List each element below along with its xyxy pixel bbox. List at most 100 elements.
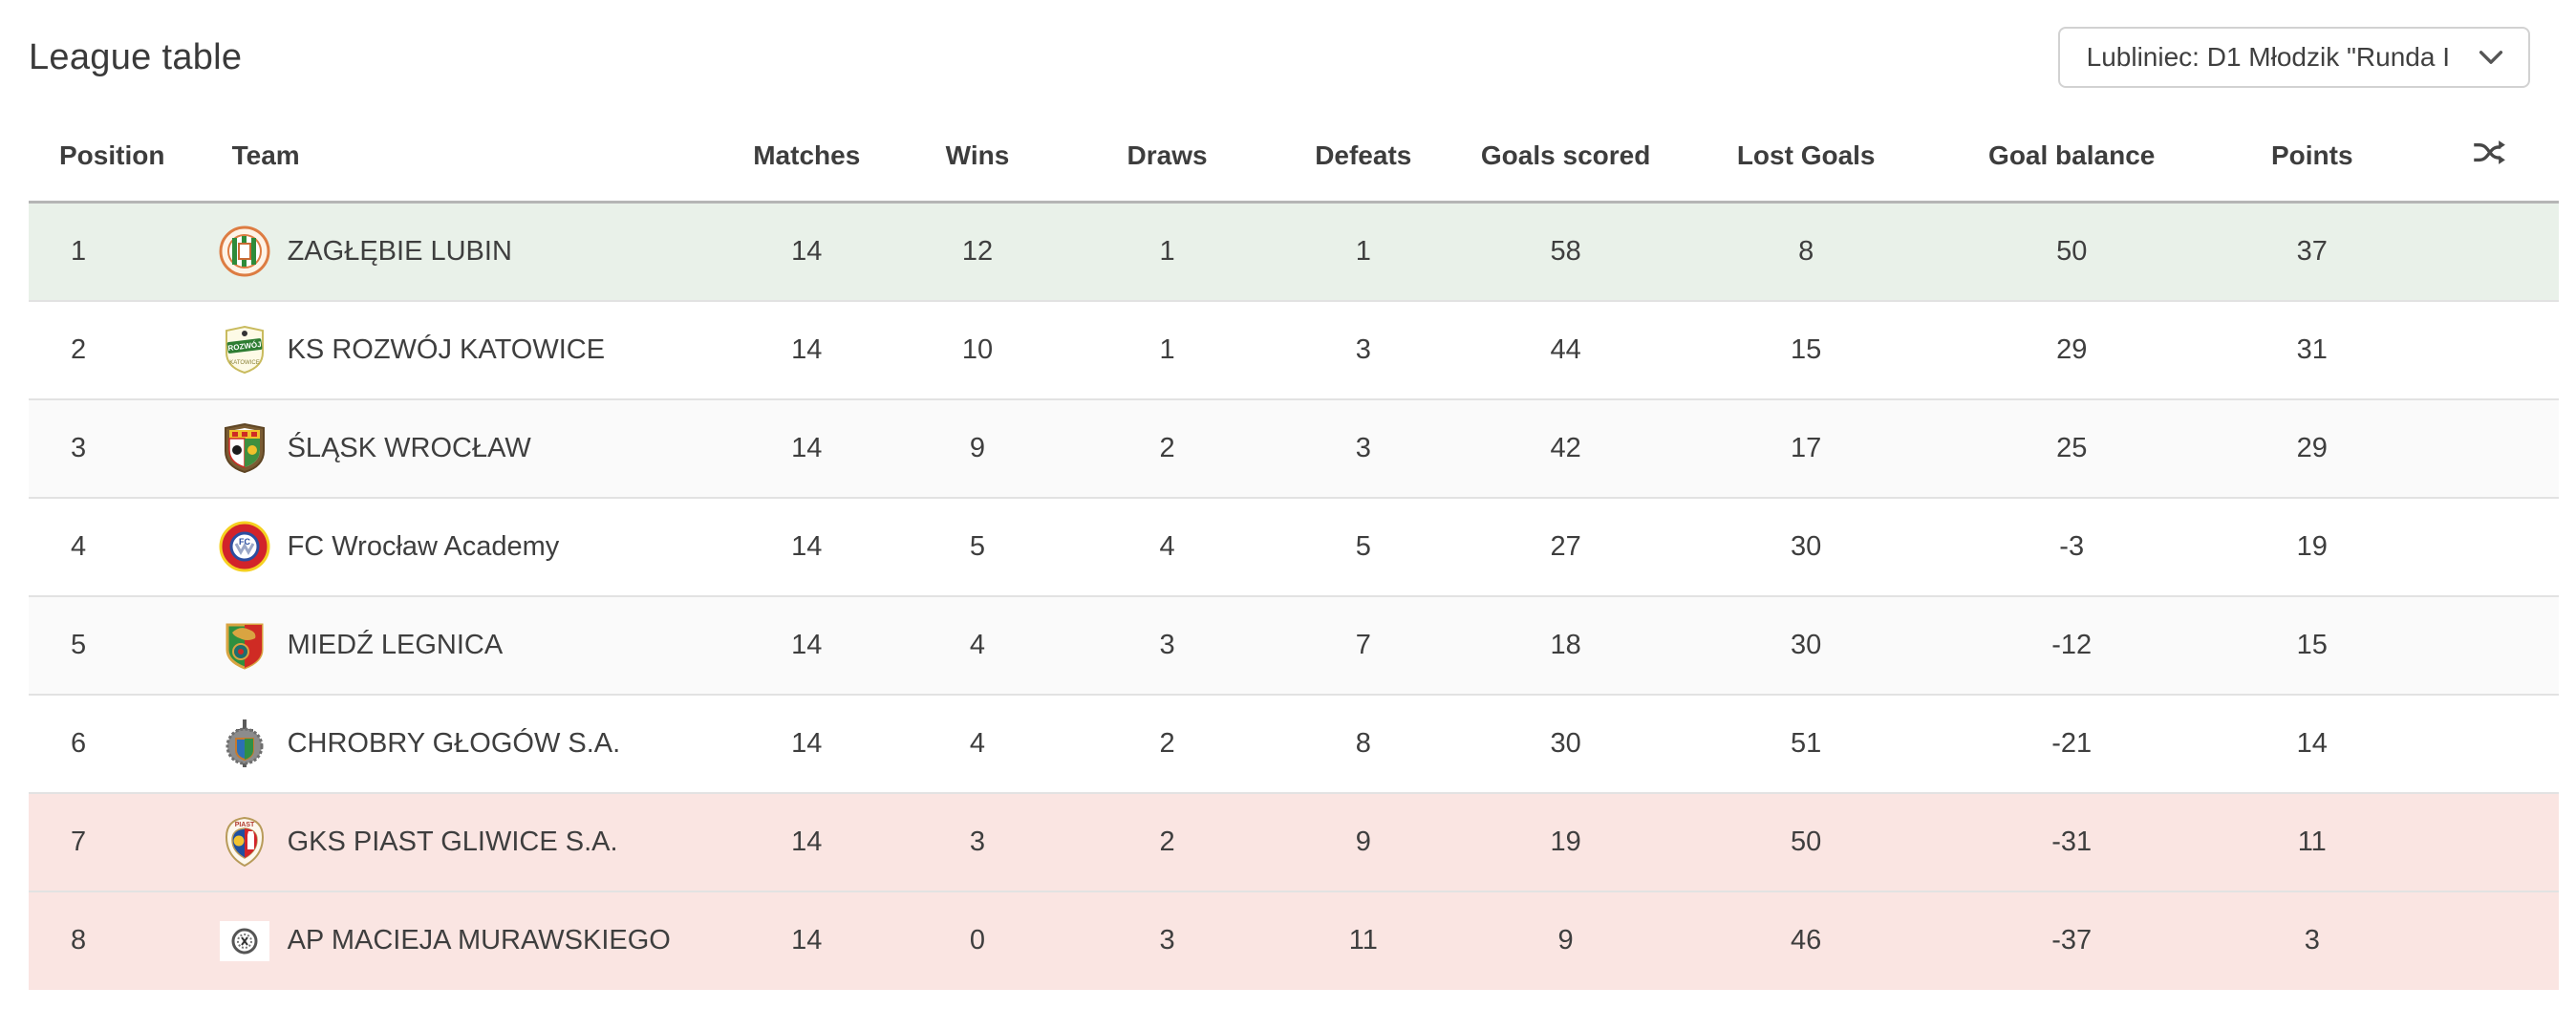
shuffle-icon[interactable] — [2419, 113, 2559, 204]
empty-cell — [2419, 693, 2559, 793]
defeats-cell: 7 — [1268, 594, 1459, 695]
goals-scored-cell: 27 — [1458, 496, 1674, 596]
table-row: 6 CHROBRY GŁOGÓW S.A. 14 4 2 8 30 51 -21… — [29, 693, 2559, 793]
team-cell[interactable]: FC FC Wrocław Academy — [218, 496, 725, 596]
team-logo-miedz-legnica — [219, 619, 270, 671]
column-header-lost-goals: Lost Goals — [1673, 113, 1940, 204]
wins-cell: 12 — [889, 202, 1066, 301]
team-name: CHROBRY GŁOGÓW S.A. — [287, 727, 621, 759]
empty-cell — [2419, 594, 2559, 695]
svg-text:KATOWICE: KATOWICE — [229, 360, 259, 366]
defeats-cell: 1 — [1268, 202, 1459, 301]
matches-cell: 14 — [724, 202, 890, 301]
lost-goals-cell: 50 — [1673, 791, 1940, 891]
points-cell: 3 — [2204, 890, 2420, 990]
team-logo-slask-wroclaw — [219, 422, 270, 474]
points-cell: 11 — [2204, 791, 2420, 891]
goal-balance-cell: -21 — [1939, 693, 2205, 793]
wins-cell: 0 — [889, 890, 1066, 990]
league-table: Position Team Matches Wins Draws Defeats… — [29, 113, 2559, 990]
position-cell: 8 — [29, 890, 219, 990]
team-name: AP MACIEJA MURAWSKIEGO — [287, 925, 671, 955]
column-header-position: Position — [29, 113, 219, 204]
column-header-points: Points — [2204, 113, 2420, 204]
points-cell: 37 — [2204, 202, 2420, 301]
goals-scored-cell: 9 — [1458, 890, 1674, 990]
table-row: 1 ZAGŁĘBIE LUBIN 14 12 1 1 58 8 50 37 — [29, 202, 2559, 301]
draws-cell: 2 — [1065, 791, 1269, 891]
wins-cell: 4 — [889, 693, 1066, 793]
matches-cell: 14 — [724, 594, 890, 695]
table-header-row: Position Team Matches Wins Draws Defeats… — [29, 113, 2559, 204]
wins-cell: 9 — [889, 397, 1066, 498]
chevron-down-icon — [2479, 50, 2503, 65]
goals-scored-cell: 19 — [1458, 791, 1674, 891]
position-cell: 4 — [29, 496, 219, 596]
matches-cell: 14 — [724, 397, 890, 498]
draws-cell: 2 — [1065, 397, 1269, 498]
lost-goals-cell: 15 — [1673, 299, 1940, 399]
position-cell: 6 — [29, 693, 219, 793]
goal-balance-cell: 50 — [1939, 202, 2205, 301]
team-logo-ap-macieja-murawskiego — [219, 915, 270, 967]
team-cell[interactable]: ZAGŁĘBIE LUBIN — [218, 202, 725, 301]
points-cell: 31 — [2204, 299, 2420, 399]
defeats-cell: 3 — [1268, 397, 1459, 498]
team-name: ŚLĄSK WROCŁAW — [287, 432, 531, 463]
wins-cell: 10 — [889, 299, 1066, 399]
team-cell[interactable]: PIAST GKS PIAST GLIWICE S.A. — [218, 791, 725, 891]
lost-goals-cell: 17 — [1673, 397, 1940, 498]
wins-cell: 3 — [889, 791, 1066, 891]
team-cell[interactable]: CHROBRY GŁOGÓW S.A. — [218, 693, 725, 793]
table-row: 8 AP MACIEJA MURAWSKIEGO 14 0 3 11 9 46 … — [29, 890, 2559, 990]
team-logo-piast-gliwice: PIAST — [219, 816, 270, 868]
team-logo-rozwoj-katowice: ROZWÓJ KATOWICE — [219, 324, 270, 376]
team-cell[interactable]: ROZWÓJ KATOWICE KS ROZWÓJ KATOWICE — [218, 299, 725, 399]
draws-cell: 3 — [1065, 890, 1269, 990]
svg-text:FC: FC — [239, 537, 250, 547]
team-name: GKS PIAST GLIWICE S.A. — [287, 826, 618, 857]
goals-scored-cell: 30 — [1458, 693, 1674, 793]
lost-goals-cell: 46 — [1673, 890, 1940, 990]
column-header-draws: Draws — [1065, 113, 1269, 204]
goals-scored-cell: 58 — [1458, 202, 1674, 301]
defeats-cell: 11 — [1268, 890, 1459, 990]
goal-balance-cell: -37 — [1939, 890, 2205, 990]
column-header-team: Team — [218, 113, 725, 204]
column-header-matches: Matches — [724, 113, 890, 204]
matches-cell: 14 — [724, 890, 890, 990]
topbar: League table Lubliniec: D1 Młodzik "Rund… — [0, 0, 2576, 88]
table-row: 4 FC FC Wrocław Academy 14 5 4 5 27 30 -… — [29, 496, 2559, 596]
goal-balance-cell: -12 — [1939, 594, 2205, 695]
position-cell: 5 — [29, 594, 219, 695]
defeats-cell: 9 — [1268, 791, 1459, 891]
league-select-value: Lubliniec: D1 Młodzik "Runda I — [2086, 42, 2450, 72]
points-cell: 14 — [2204, 693, 2420, 793]
goals-scored-cell: 42 — [1458, 397, 1674, 498]
points-cell: 19 — [2204, 496, 2420, 596]
matches-cell: 14 — [724, 299, 890, 399]
goals-scored-cell: 44 — [1458, 299, 1674, 399]
team-logo-chrobry-glogow — [219, 718, 270, 769]
league-select-dropdown[interactable]: Lubliniec: D1 Młodzik "Runda I — [2057, 27, 2530, 88]
empty-cell — [2419, 397, 2559, 498]
position-cell: 7 — [29, 791, 219, 891]
team-cell[interactable]: MIEDŹ LEGNICA — [218, 594, 725, 695]
table-row: 2 ROZWÓJ KATOWICE KS ROZWÓJ KATOWICE 14 1… — [29, 299, 2559, 399]
lost-goals-cell: 30 — [1673, 496, 1940, 596]
column-header-wins: Wins — [889, 113, 1066, 204]
team-name: MIEDŹ LEGNICA — [287, 629, 504, 660]
lost-goals-cell: 8 — [1673, 202, 1940, 301]
empty-cell — [2419, 299, 2559, 399]
table-row: 7 PIAST GKS PIAST GLIWICE S.A. 14 3 2 9 … — [29, 791, 2559, 891]
team-cell[interactable]: AP MACIEJA MURAWSKIEGO — [218, 890, 725, 990]
goals-scored-cell: 18 — [1458, 594, 1674, 695]
column-header-defeats: Defeats — [1268, 113, 1459, 204]
team-cell[interactable]: ŚLĄSK WROCŁAW — [218, 397, 725, 498]
position-cell: 1 — [29, 202, 219, 301]
goal-balance-cell: 29 — [1939, 299, 2205, 399]
draws-cell: 1 — [1065, 299, 1269, 399]
team-name: KS ROZWÓJ KATOWICE — [287, 333, 606, 365]
matches-cell: 14 — [724, 791, 890, 891]
